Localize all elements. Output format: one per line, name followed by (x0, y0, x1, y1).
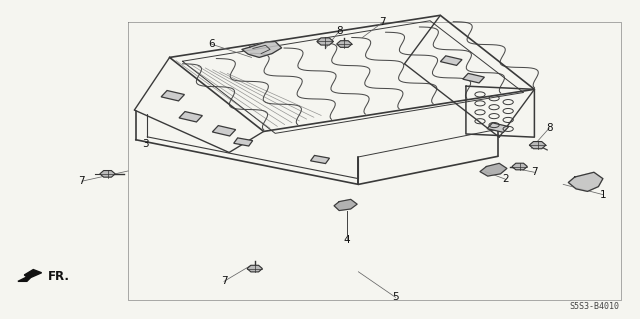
Text: 8: 8 (546, 123, 552, 133)
Polygon shape (440, 56, 462, 65)
Polygon shape (310, 155, 330, 164)
Text: 3: 3 (143, 139, 149, 149)
Polygon shape (529, 142, 546, 149)
Polygon shape (242, 41, 282, 57)
Text: 7: 7 (221, 276, 227, 286)
Text: 8: 8 (336, 26, 342, 36)
Polygon shape (161, 91, 184, 101)
Text: 1: 1 (600, 189, 606, 200)
Text: FR.: FR. (48, 271, 70, 283)
Polygon shape (18, 270, 42, 281)
Polygon shape (480, 163, 507, 176)
Polygon shape (487, 123, 509, 132)
Text: 7: 7 (79, 176, 85, 186)
Polygon shape (568, 172, 603, 191)
Text: 2: 2 (502, 174, 509, 184)
Text: 6: 6 (208, 39, 214, 49)
Polygon shape (247, 265, 262, 272)
Polygon shape (179, 112, 202, 122)
Polygon shape (334, 199, 357, 211)
Text: S5S3-B4010: S5S3-B4010 (570, 302, 620, 311)
Polygon shape (100, 171, 115, 177)
Polygon shape (212, 126, 236, 136)
Polygon shape (512, 163, 527, 170)
Polygon shape (463, 73, 484, 83)
Polygon shape (317, 38, 333, 45)
Text: 5: 5 (392, 292, 399, 302)
Text: 7: 7 (531, 167, 538, 177)
Text: 7: 7 (380, 17, 386, 27)
Text: 4: 4 (344, 235, 350, 245)
Polygon shape (337, 41, 352, 47)
Polygon shape (234, 138, 253, 146)
